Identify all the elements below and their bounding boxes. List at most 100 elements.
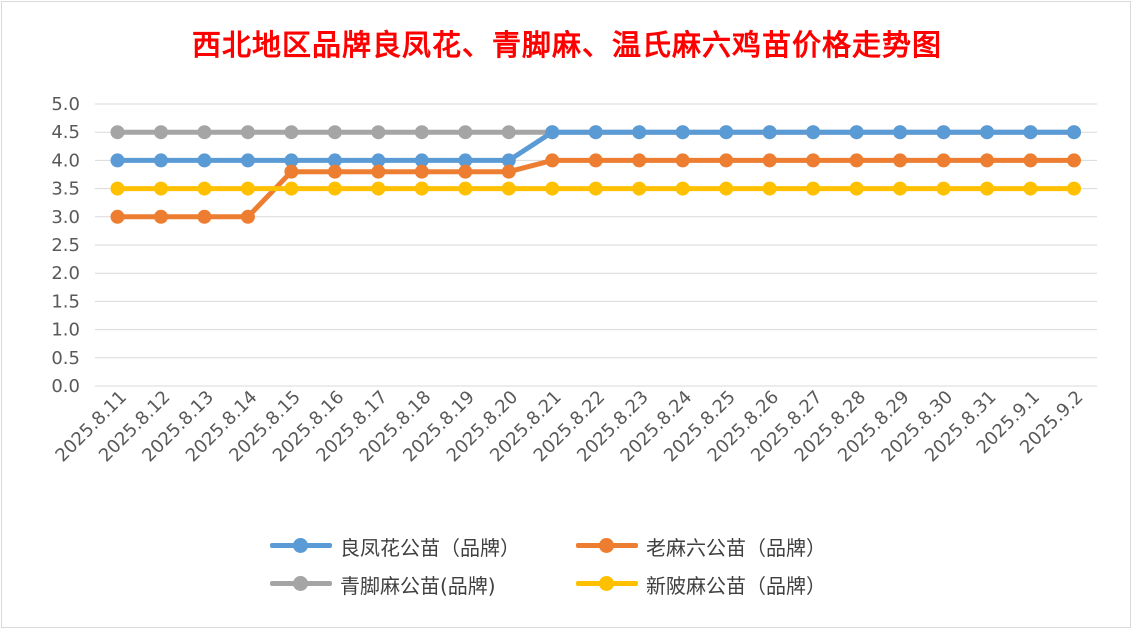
data-point [1023, 181, 1038, 196]
data-point [414, 153, 429, 168]
y-tick-label: 3.0 [51, 207, 80, 228]
data-point [284, 153, 299, 168]
data-point [284, 164, 299, 179]
legend-swatch-icon [576, 572, 638, 596]
data-point [110, 125, 125, 140]
legend-swatch-icon [270, 534, 332, 558]
data-point [1023, 125, 1038, 140]
legend-item-laomaliu: 老麻六公苗（品牌） [576, 528, 826, 564]
data-point [197, 209, 212, 224]
data-point [153, 209, 168, 224]
legend-swatch-icon [576, 534, 638, 558]
data-point [806, 181, 821, 196]
data-point [675, 181, 690, 196]
data-point [806, 125, 821, 140]
data-point [893, 153, 908, 168]
data-point [849, 153, 864, 168]
data-point [110, 153, 125, 168]
data-point [240, 181, 255, 196]
data-point [371, 153, 386, 168]
data-point [197, 153, 212, 168]
data-point [1067, 125, 1081, 140]
data-point [458, 125, 473, 140]
y-tick-label: 1.0 [51, 320, 80, 341]
data-point [153, 125, 168, 140]
data-point [501, 125, 516, 140]
chart-title: 西北地区品牌良凤花、青脚麻、温氏麻六鸡苗价格走势图 [191, 28, 942, 62]
data-point [414, 125, 429, 140]
legend-label: 良凤花公苗（品牌） [340, 535, 520, 560]
data-point [893, 125, 908, 140]
data-point [980, 181, 995, 196]
data-point [327, 181, 342, 196]
data-point [327, 153, 342, 168]
data-point [980, 153, 995, 168]
data-point [632, 125, 647, 140]
data-point [153, 181, 168, 196]
data-point [110, 209, 125, 224]
data-point [371, 164, 386, 179]
y-tick-label: 4.5 [51, 122, 80, 143]
y-tick-label: 2.0 [51, 263, 80, 284]
legend-label: 新陂麻公苗（品牌） [646, 573, 826, 598]
legend-item-qingjiaoma: 青脚麻公苗(品牌) [270, 566, 496, 602]
data-point [762, 125, 777, 140]
data-point [501, 164, 516, 179]
data-point [327, 125, 342, 140]
y-tick-label: 5.0 [51, 94, 80, 115]
data-point [806, 153, 821, 168]
data-point [240, 209, 255, 224]
data-point [110, 181, 125, 196]
y-tick-label: 2.5 [51, 235, 80, 256]
data-point [936, 153, 951, 168]
data-point [414, 164, 429, 179]
data-point [1067, 181, 1081, 196]
data-point [458, 153, 473, 168]
data-point [719, 181, 734, 196]
legend-item-xinpima: 新陂麻公苗（品牌） [576, 566, 826, 602]
legend-label: 青脚麻公苗(品牌) [340, 573, 496, 598]
data-point [284, 125, 299, 140]
data-point [588, 125, 603, 140]
data-point [588, 181, 603, 196]
data-point [980, 125, 995, 140]
legend: 良凤花公苗（品牌） 老麻六公苗（品牌） 青脚麻公苗(品牌) 新陂麻公苗（品牌） [0, 528, 1134, 608]
y-tick-label: 3.5 [51, 179, 80, 200]
data-point [588, 153, 603, 168]
data-point [936, 125, 951, 140]
data-point [458, 164, 473, 179]
data-point [240, 125, 255, 140]
y-tick-label: 0.0 [51, 376, 80, 397]
data-point [545, 125, 560, 140]
data-point [371, 125, 386, 140]
data-point [893, 181, 908, 196]
data-point [371, 181, 386, 196]
data-point [240, 153, 255, 168]
data-point [675, 125, 690, 140]
data-point [501, 153, 516, 168]
data-point [197, 181, 212, 196]
data-point [414, 181, 429, 196]
data-point [849, 181, 864, 196]
data-point [719, 153, 734, 168]
data-point [675, 153, 690, 168]
data-point [327, 164, 342, 179]
legend-label: 老麻六公苗（品牌） [646, 535, 826, 560]
data-point [849, 125, 864, 140]
data-point [632, 181, 647, 196]
data-point [153, 153, 168, 168]
data-point [632, 153, 647, 168]
y-tick-label: 1.5 [51, 291, 80, 312]
data-point [501, 181, 516, 196]
data-point [719, 125, 734, 140]
y-tick-label: 0.5 [51, 348, 80, 369]
data-point [1023, 153, 1038, 168]
legend-swatch-icon [270, 572, 332, 596]
data-point [1067, 153, 1081, 168]
data-point [545, 153, 560, 168]
data-point [197, 125, 212, 140]
data-point [762, 153, 777, 168]
data-point [545, 181, 560, 196]
